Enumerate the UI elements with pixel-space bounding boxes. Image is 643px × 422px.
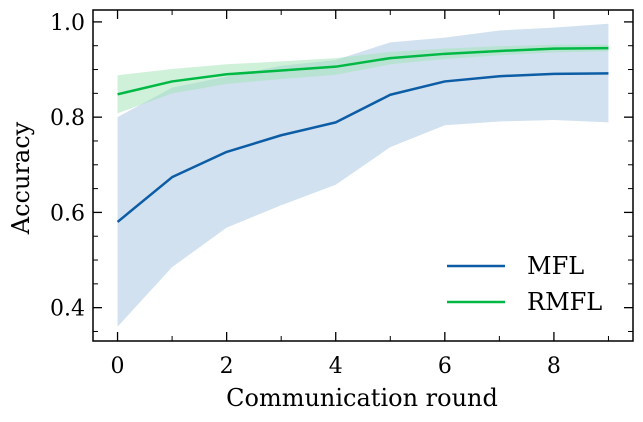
legend-label-mfl: MFL: [527, 252, 584, 280]
y-axis-title: Accuracy: [7, 121, 35, 235]
x-axis-title: Communication round: [226, 384, 498, 412]
band-mfl: [117, 23, 609, 327]
y-tick-label: 0.4: [50, 297, 85, 322]
x-tick-label: 2: [220, 354, 234, 379]
legend-label-rmfl: RMFL: [527, 288, 602, 316]
confidence-bands: [117, 23, 609, 327]
band-rmfl: [117, 44, 609, 114]
y-tick-label: 0.6: [50, 201, 85, 226]
x-tick-label: 4: [329, 354, 343, 379]
axis-ticks: [93, 10, 633, 341]
x-tick-labels: 0 2 4 6 8: [111, 354, 561, 379]
y-tick-label: 1.0: [50, 11, 85, 36]
line-rmfl: [117, 46, 609, 96]
plot-frame: [92, 9, 634, 342]
legend: MFL RMFL: [447, 252, 602, 316]
y-tick-label: 0.8: [50, 106, 85, 131]
series-lines: [116, 46, 609, 223]
y-tick-labels: 0.4 0.6 0.8 1.0: [50, 11, 85, 322]
line-mfl: [116, 72, 609, 223]
x-tick-label: 8: [547, 354, 561, 379]
x-tick-label: 6: [438, 354, 452, 379]
x-tick-label: 0: [111, 354, 125, 379]
